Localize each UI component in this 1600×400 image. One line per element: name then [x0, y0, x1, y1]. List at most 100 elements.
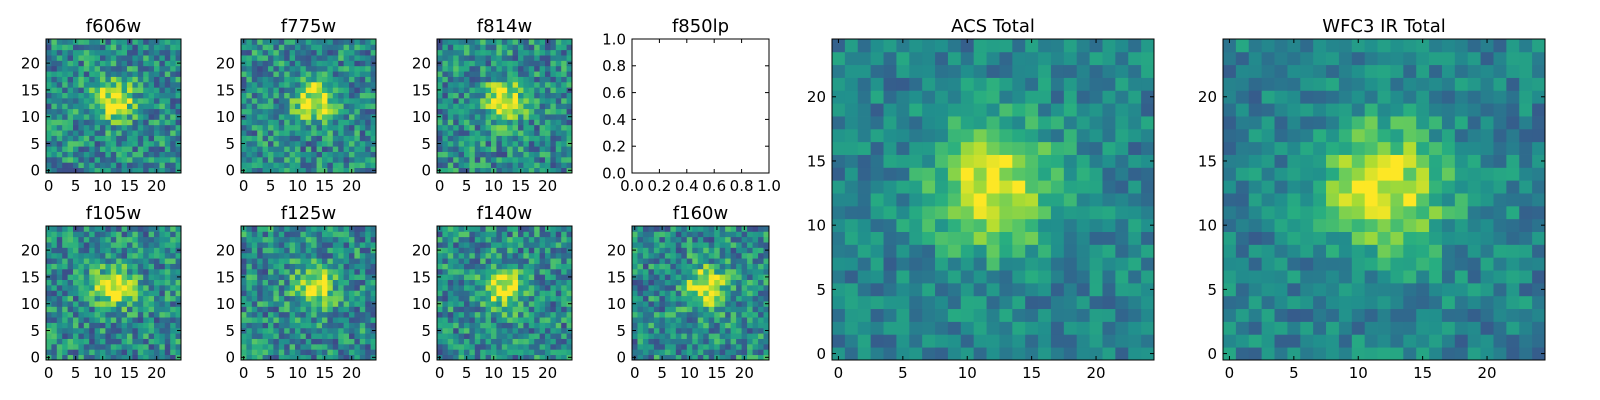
heatmap-cell	[262, 252, 269, 259]
heatmap-cell	[512, 317, 519, 323]
heatmap-cell	[305, 306, 312, 313]
heatmap-cell	[56, 226, 63, 232]
heatmap-cell	[528, 167, 535, 174]
heatmap-cell	[453, 258, 459, 264]
heatmap-cell	[148, 49, 155, 56]
heatmap-cell	[1025, 270, 1039, 284]
heatmap-cell	[999, 257, 1013, 271]
heatmap-cell	[832, 321, 846, 335]
heatmap-cell	[257, 247, 263, 254]
heatmap-cell	[365, 226, 371, 232]
heatmap-cell	[94, 258, 101, 264]
x-tick-label: 0	[630, 364, 640, 382]
heatmap-cell	[464, 156, 470, 163]
heatmap-cell	[681, 284, 688, 291]
heatmap-cell	[370, 49, 377, 56]
heatmap-cell	[632, 290, 638, 297]
heatmap-cell	[545, 146, 551, 152]
heatmap-cell	[289, 333, 296, 339]
heatmap-cell	[175, 349, 182, 356]
heatmap-cell	[51, 306, 58, 313]
heatmap-cell	[289, 327, 296, 334]
heatmap-cell	[127, 103, 133, 110]
heatmap-cell	[523, 242, 530, 248]
heatmap-cell	[284, 279, 290, 286]
heatmap-cell	[518, 263, 524, 270]
heatmap-cell	[909, 218, 923, 232]
heatmap-cell	[512, 114, 519, 120]
heatmap-cell	[501, 39, 508, 45]
heatmap-cell	[300, 349, 307, 356]
heatmap-cell	[349, 279, 355, 286]
heatmap-cell	[100, 135, 106, 142]
heatmap-cell	[1141, 308, 1155, 322]
heatmap-cell	[62, 135, 68, 142]
heatmap-cell	[343, 124, 350, 131]
heatmap-cell	[62, 114, 68, 120]
heatmap-cell	[664, 268, 671, 275]
heatmap-cell	[89, 327, 95, 334]
heatmap-cell	[469, 236, 476, 243]
heatmap-cell	[251, 140, 258, 147]
heatmap-cell	[883, 180, 897, 194]
heatmap-cell	[518, 114, 524, 120]
heatmap-cell	[273, 135, 280, 142]
heatmap-cell	[73, 108, 79, 115]
heatmap-cell	[539, 44, 546, 51]
heatmap-cell	[491, 317, 497, 323]
heatmap-cell	[338, 39, 344, 45]
heatmap-cell	[512, 135, 519, 142]
x-tick-label: 10	[484, 177, 503, 195]
heatmap-cell	[469, 130, 476, 136]
heatmap-cell	[857, 205, 872, 220]
heatmap-cell	[127, 44, 133, 51]
heatmap-cell	[116, 130, 122, 136]
heatmap-cell	[295, 343, 301, 350]
heatmap-cell	[332, 354, 339, 361]
heatmap-cell	[246, 49, 253, 56]
heatmap-cell	[550, 81, 557, 88]
heatmap-cell	[94, 252, 101, 259]
heatmap-cell	[736, 236, 742, 243]
y-tick-label: 5	[421, 322, 431, 340]
heatmap-cell	[935, 295, 949, 310]
heatmap-cell	[523, 311, 530, 318]
heatmap-cell	[332, 156, 339, 163]
heatmap-cell	[78, 124, 85, 131]
heatmap-cell	[496, 81, 503, 88]
heatmap-cell	[268, 311, 274, 318]
heatmap-cell	[736, 290, 742, 297]
heatmap-cell	[561, 327, 567, 334]
heatmap-cell	[496, 76, 503, 83]
heatmap-cell	[284, 284, 290, 291]
panel-title: f125w	[281, 203, 336, 224]
heatmap-cell	[127, 258, 133, 264]
heatmap-cell	[100, 130, 106, 136]
heatmap-cell	[714, 242, 721, 248]
heatmap-cell	[154, 119, 160, 126]
heatmap-cell	[528, 242, 535, 248]
heatmap-cell	[300, 322, 307, 329]
heatmap-cell	[474, 167, 481, 174]
heatmap-cell	[94, 333, 101, 339]
heatmap-cell	[257, 81, 263, 88]
heatmap-cell	[480, 87, 486, 93]
heatmap-cell	[1128, 218, 1142, 232]
heatmap-cell	[523, 226, 530, 232]
heatmap-cell	[273, 290, 280, 297]
heatmap-cell	[1050, 282, 1065, 297]
heatmap-cell	[78, 97, 85, 104]
heatmap-cell	[311, 236, 317, 243]
heatmap-cell	[365, 338, 371, 345]
heatmap-cell	[349, 274, 355, 280]
heatmap-cell	[1102, 218, 1116, 232]
heatmap-cell	[354, 114, 361, 120]
heatmap-cell	[719, 343, 726, 350]
heatmap-cell	[566, 343, 573, 350]
heatmap-cell	[469, 306, 476, 313]
heatmap-cell	[458, 167, 465, 174]
heatmap-cell	[539, 263, 546, 270]
heatmap-cell	[442, 81, 449, 88]
heatmap-cell	[89, 135, 95, 142]
